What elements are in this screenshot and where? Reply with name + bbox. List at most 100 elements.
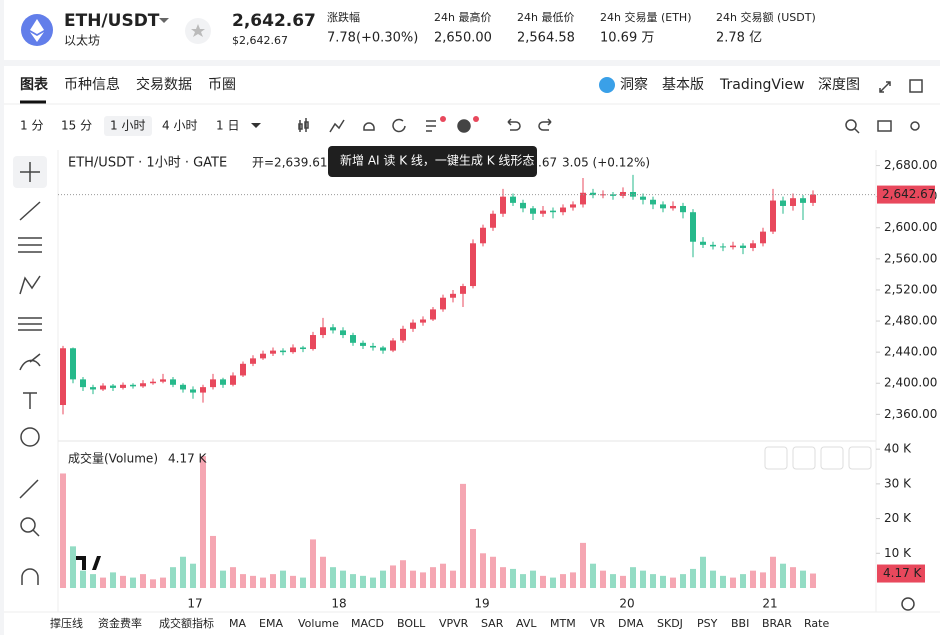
star	[191, 24, 205, 37]
candle-body	[650, 199, 656, 205]
candle-body	[340, 330, 346, 336]
candle-body	[640, 196, 646, 200]
volume-bar	[260, 577, 266, 588]
volume-bar	[370, 577, 376, 588]
dot	[440, 116, 446, 122]
volume-bar	[800, 570, 806, 588]
indicator[interactable]: SAR	[481, 617, 504, 630]
indicator[interactable]: BOLL	[397, 617, 426, 630]
interval[interactable]: 1 小时	[110, 119, 145, 133]
volume-title: 成交量(Volume)	[68, 451, 158, 466]
volume-bar	[770, 556, 776, 588]
volume-bar	[360, 575, 366, 588]
indicator[interactable]: BRAR	[762, 617, 792, 630]
indicator[interactable]: SKDJ	[657, 617, 683, 630]
volume-bar	[80, 570, 86, 588]
candle-body	[290, 347, 296, 353]
pane-buttons[interactable]	[764, 446, 872, 470]
candle-body	[560, 207, 566, 213]
indicator[interactable]: 成交额指标	[159, 616, 214, 630]
volume-bar	[560, 574, 566, 588]
volume-bar	[350, 574, 356, 588]
interval-dd[interactable]	[251, 123, 261, 128]
eth-glyph	[30, 19, 44, 42]
indicator[interactable]: VPVR	[439, 617, 469, 630]
indicator[interactable]: EMA	[259, 617, 283, 630]
tab[interactable]: 币圈	[208, 77, 236, 93]
indicator[interactable]: BBI	[731, 617, 749, 630]
volume-bar	[720, 575, 726, 588]
volume-bar	[760, 572, 766, 588]
candle-body	[370, 345, 376, 348]
interval[interactable]: 15 分	[61, 119, 92, 133]
legend-symbol: ETH/USDT · 1小时 · GATE	[68, 156, 227, 171]
volume-bar	[330, 567, 336, 588]
candle-body	[550, 210, 556, 213]
indicator[interactable]: Rate	[804, 617, 829, 630]
y-tick-label: 2,600.00	[884, 220, 937, 234]
candle-body	[200, 387, 206, 393]
candle-body	[330, 327, 336, 331]
candle-body	[350, 335, 356, 343]
x-tick-label: 18	[331, 597, 346, 611]
v-tick-label: 30 K	[884, 476, 912, 490]
view-tab[interactable]: 深度图	[818, 77, 860, 93]
indicator[interactable]: MTM	[550, 617, 576, 630]
candle-body	[110, 385, 116, 388]
volume-bar	[420, 572, 426, 588]
indicator[interactable]: MA	[229, 617, 246, 630]
candle-body	[100, 385, 106, 390]
indicator[interactable]: AVL	[516, 617, 537, 630]
drawing-tools[interactable]	[18, 162, 42, 585]
indicator[interactable]: VR	[590, 617, 606, 630]
candle-body	[190, 389, 196, 393]
volume-bar	[460, 483, 466, 588]
interval[interactable]: 1 分	[20, 119, 43, 133]
indicator[interactable]: 资金费率	[98, 616, 142, 630]
volume-bar	[160, 577, 166, 588]
x-tick-label: 19	[474, 597, 489, 611]
indicator[interactable]: DMA	[618, 617, 644, 630]
tab[interactable]: 币种信息	[64, 76, 120, 93]
indicator[interactable]: PSY	[697, 617, 718, 630]
legend-partial: .67	[538, 156, 557, 170]
volume-bar	[120, 575, 126, 588]
volume-bar	[540, 575, 546, 588]
candle-body	[120, 384, 126, 388]
interval[interactable]: 1 日	[216, 119, 239, 133]
indicator[interactable]: MACD	[351, 617, 384, 630]
view-tab[interactable]: TradingView	[719, 77, 805, 93]
view-tab[interactable]: 洞察	[620, 76, 648, 93]
volume-bar	[510, 568, 516, 588]
view-tab[interactable]: 基本版	[662, 76, 704, 93]
tab[interactable]: 图表	[20, 76, 49, 93]
volume-bar	[290, 575, 296, 588]
volume-bar	[610, 574, 616, 588]
volume-bar	[780, 563, 786, 588]
candle-body	[610, 194, 616, 196]
indicator[interactable]: 撑压线	[50, 616, 83, 630]
volume-bar	[680, 574, 686, 588]
y-tick-label: 2,560.00	[884, 251, 937, 265]
candle-body	[760, 231, 766, 244]
volume-bar	[410, 570, 416, 588]
v-tick-label: 20 K	[884, 511, 912, 525]
candle-body	[300, 347, 306, 350]
volume-bar	[660, 575, 666, 588]
y-tick-label: 2,520.00	[884, 282, 937, 296]
toolbar-icons[interactable]	[298, 79, 923, 134]
settings[interactable]	[901, 597, 915, 611]
candle-body	[400, 328, 406, 341]
interval[interactable]: 4 小时	[162, 119, 197, 133]
last-price-label: 2,642.67	[882, 187, 935, 201]
tab[interactable]: 交易数据	[136, 76, 192, 93]
volume-bar	[570, 572, 576, 588]
candle-body	[770, 200, 776, 232]
stat-label: 24h 交易额 (USDT)	[716, 10, 816, 24]
stat-value: 7.78(+0.30%)	[327, 31, 418, 46]
volume-bar	[590, 563, 596, 588]
dropdown[interactable]	[159, 18, 169, 23]
candle-body	[600, 194, 606, 196]
indicator[interactable]: Volume	[298, 617, 339, 630]
candle-body	[230, 375, 236, 385]
